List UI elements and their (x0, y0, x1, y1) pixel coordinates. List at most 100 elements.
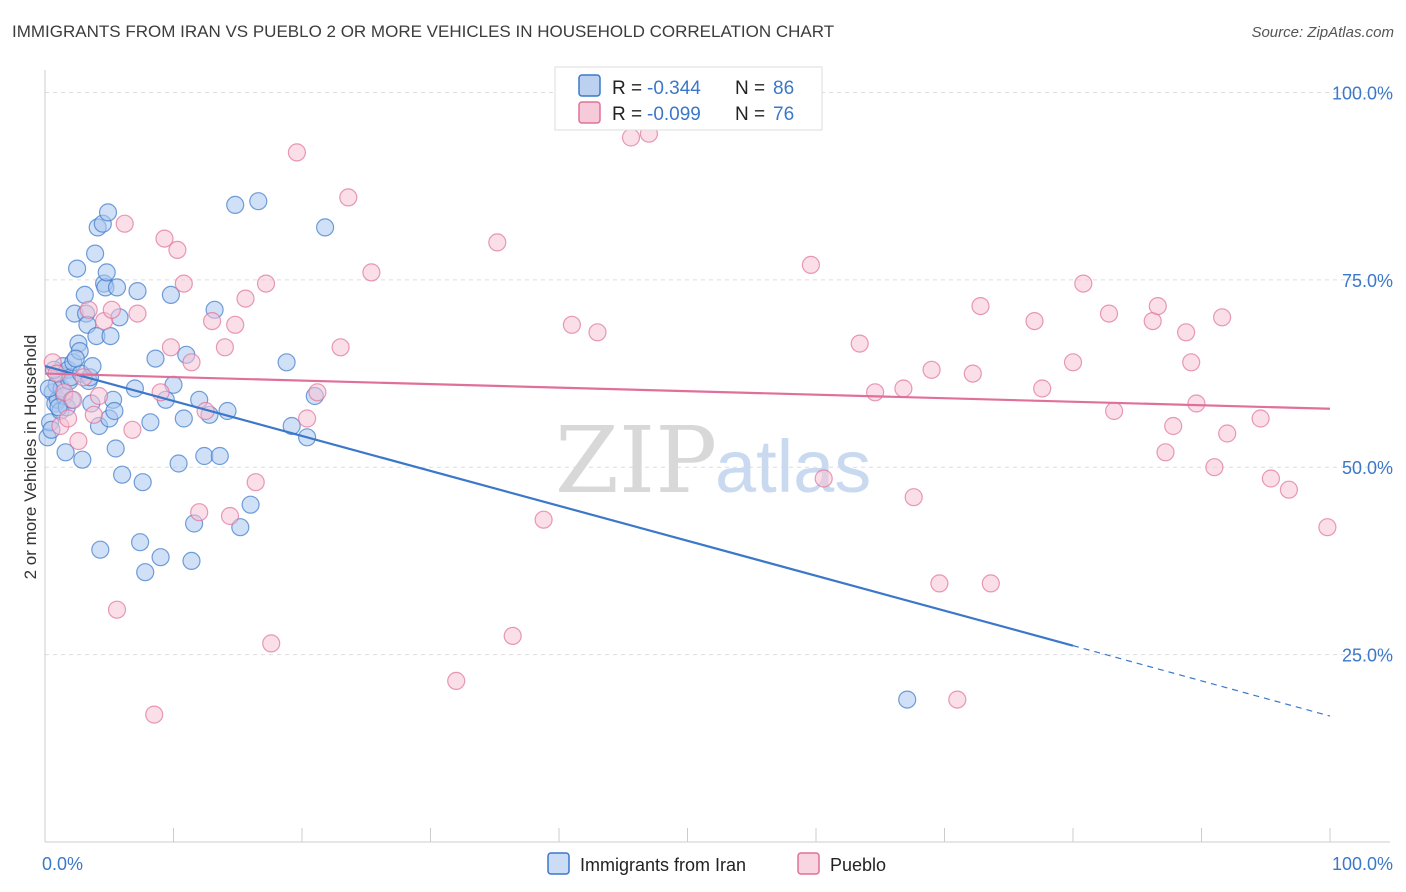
data-point-iran-84 (66, 349, 85, 368)
data-point-iran-85 (898, 690, 917, 709)
data-point-pueblo-50 (850, 334, 869, 353)
chart-source: Source: ZipAtlas.com (1251, 24, 1394, 41)
watermark-atlas: atlas (715, 425, 871, 508)
watermark-zip: ZIP (555, 407, 717, 514)
data-point-iran-70 (210, 446, 229, 466)
data-point-iran-36 (91, 540, 110, 559)
data-point-iran-25 (75, 285, 94, 304)
data-point-pueblo-19 (155, 229, 174, 248)
data-point-pueblo-22 (174, 274, 193, 293)
data-point-pueblo-78 (1279, 480, 1299, 499)
data-point-iran-32 (85, 244, 105, 263)
data-point-pueblo-79 (1318, 518, 1337, 537)
legend-r-label-iran: R = (612, 78, 642, 99)
x-tick-label-max: 100.0% (1332, 854, 1393, 874)
series-pueblo (43, 124, 1337, 724)
y-tick-label-25: 25.0% (1342, 646, 1393, 666)
data-point-pueblo-21 (168, 240, 187, 259)
legend-label-pueblo: Pueblo (830, 855, 886, 875)
data-point-pueblo-67 (1148, 297, 1167, 316)
y-tick-label-100: 100.0% (1332, 83, 1393, 103)
data-point-pueblo-72 (1187, 394, 1206, 413)
data-point-pueblo-55 (930, 574, 949, 593)
data-point-iran-45 (105, 401, 124, 421)
data-point-pueblo-75 (1218, 424, 1237, 443)
correlation-legend: R = -0.344 N = 86 R = -0.099 N = 76 (554, 66, 823, 131)
data-point-pueblo-51 (865, 383, 885, 402)
data-point-pueblo-31 (246, 473, 265, 492)
data-point-pueblo-64 (1099, 304, 1119, 323)
data-point-pueblo-62 (1063, 353, 1083, 372)
data-point-pueblo-60 (1025, 312, 1044, 331)
data-point-pueblo-33 (262, 634, 281, 653)
data-point-pueblo-38 (339, 188, 358, 207)
data-point-pueblo-71 (1182, 353, 1201, 372)
data-point-iran-43 (101, 327, 120, 346)
data-point-pueblo-49 (814, 469, 833, 488)
data-point-pueblo-46 (621, 128, 641, 147)
x-tick-labels: 0.0% 100.0% (42, 854, 1393, 874)
data-point-iran-81 (39, 379, 59, 398)
legend-swatch-immigrants-from-iran (547, 852, 570, 875)
y-axis-label: 2 or more Vehicles in Household (21, 335, 40, 580)
data-point-iran-40 (97, 263, 116, 282)
data-point-pueblo-37 (331, 338, 350, 357)
data-point-pueblo-30 (236, 289, 255, 308)
data-point-pueblo-44 (562, 315, 582, 334)
data-point-pueblo-57 (963, 364, 982, 383)
grid-lines (45, 91, 1390, 656)
watermark: ZIP atlas (555, 407, 871, 514)
data-point-pueblo-65 (1104, 401, 1124, 421)
legend-swatch-pueblo-bottom (797, 852, 820, 875)
data-point-iran-51 (128, 282, 147, 301)
legend-n-label-pueblo: N = (735, 104, 765, 125)
data-point-pueblo-69 (1164, 416, 1183, 436)
chart-title: IMMIGRANTS FROM IRAN VS PUEBLO 2 OR MORE… (12, 22, 835, 41)
legend-label-immigrants-from-iran: Immigrants from Iran (580, 855, 746, 875)
data-point-pueblo-16 (128, 304, 147, 323)
data-point-iran-56 (146, 349, 165, 368)
data-point-pueblo-39 (362, 263, 381, 282)
data-point-pueblo-17 (145, 705, 164, 724)
data-point-iran-73 (231, 518, 250, 537)
data-point-pueblo-8 (79, 300, 98, 319)
data-point-iran-61 (169, 454, 188, 473)
data-point-pueblo-42 (503, 626, 522, 646)
data-point-pueblo-28 (220, 506, 240, 526)
data-point-pueblo-9 (84, 405, 103, 424)
data-point-iran-77 (282, 416, 301, 436)
data-point-iran-53 (133, 473, 152, 492)
data-point-pueblo-26 (203, 312, 222, 331)
y-tick-label-50: 50.0% (1342, 458, 1393, 478)
y-tick-label-75: 75.0% (1342, 271, 1393, 291)
data-point-iran-41 (98, 203, 118, 222)
data-point-pueblo-61 (1033, 379, 1052, 398)
data-point-iran-52 (131, 533, 150, 552)
axes (44, 70, 1390, 843)
data-point-pueblo-36 (308, 383, 327, 402)
data-point-iran-20 (67, 259, 87, 278)
data-point-iran-47 (107, 278, 127, 297)
data-point-iran-64 (182, 551, 201, 571)
data-points (38, 124, 1337, 724)
data-point-pueblo-27 (215, 338, 234, 357)
data-point-pueblo-56 (948, 690, 967, 709)
data-point-pueblo-24 (190, 503, 209, 522)
data-point-pueblo-35 (298, 409, 317, 428)
legend-n-value-pueblo: 76 (773, 104, 794, 125)
data-point-iran-62 (174, 409, 193, 428)
data-point-pueblo-12 (102, 300, 121, 319)
data-point-pueblo-40 (447, 671, 466, 691)
data-point-iran-59 (161, 285, 180, 304)
data-point-iran-67 (195, 446, 214, 466)
data-point-pueblo-13 (107, 600, 127, 619)
trend-line-extension-iran (1072, 645, 1331, 717)
data-point-pueblo-54 (922, 360, 941, 379)
trend-line-iran (44, 364, 1074, 647)
data-point-iran-54 (136, 563, 155, 582)
data-point-pueblo-53 (904, 488, 923, 507)
data-point-iran-46 (106, 439, 125, 458)
y-tick-labels: 25.0% 50.0% 75.0% 100.0% (1332, 83, 1393, 665)
data-point-pueblo-41 (488, 233, 507, 252)
legend-r-value-pueblo: -0.099 (647, 104, 701, 125)
